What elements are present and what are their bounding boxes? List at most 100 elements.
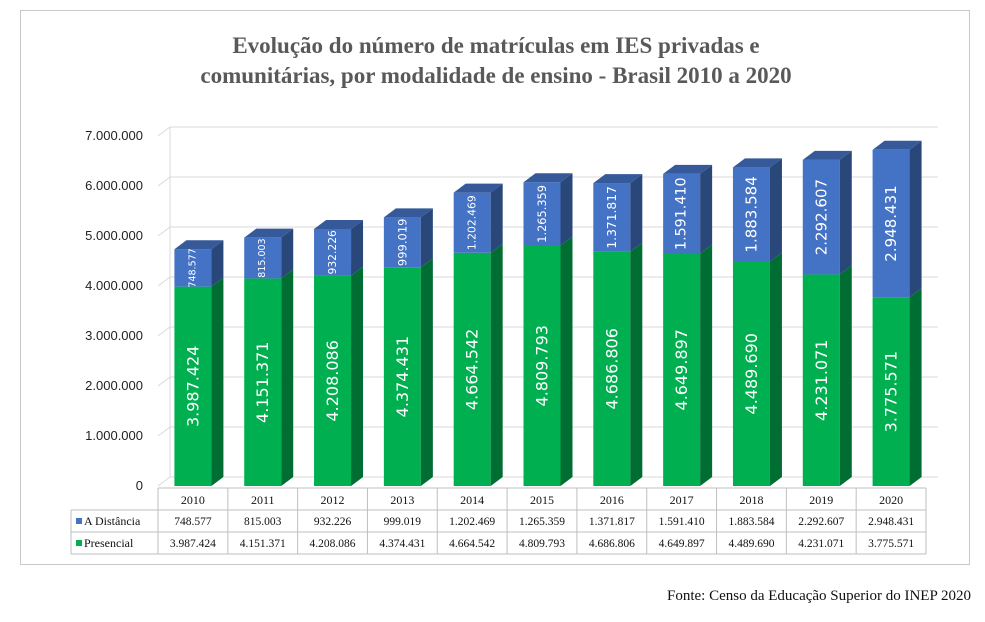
bar-presencial-side [211,277,224,486]
bar-presencial-side [630,242,643,486]
table-cell: 1.202.469 [449,516,495,528]
bar-presencial-label: 3.987.424 [183,346,202,427]
bar-presencial [314,275,352,486]
bar-presencial [802,274,840,486]
chart-title-line-1: Evolução do número de matrículas em IES … [232,33,759,58]
legend-key [76,518,82,524]
bar-a-distancia-side [700,164,713,254]
bar-a-distancia [383,217,421,268]
gridline-depth [157,376,171,387]
table-cell: 815.003 [244,516,282,528]
bar-a-distancia [244,237,282,279]
bar-presencial-label: 4.649.897 [672,329,691,410]
bar-presencial-label: 4.151.371 [253,341,272,422]
bar-a-distancia [453,192,491,253]
gridline-depth [157,126,171,137]
y-tick-label: 0 [136,478,143,493]
table-cell: 748.577 [174,516,212,528]
bar-a-distancia [523,182,561,246]
y-tick-label: 4.000.000 [85,278,143,293]
bar-presencial-label: 4.208.086 [323,340,342,421]
bar-a-distancia-top [453,183,503,193]
bar-a-distancia-label: 748.577 [187,248,198,287]
bar-a-distancia-top [802,150,852,160]
table-cell: 1.591.410 [659,516,705,528]
bar-presencial-label: 4.374.431 [393,336,412,417]
table-cell: 3.775.571 [868,538,914,550]
legend-label: A Distância [84,514,141,528]
bar-a-distancia-top [593,174,643,184]
bar-presencial-side [420,258,433,486]
bar-a-distancia-label: 1.371.817 [605,186,619,249]
table-cell: 4.489.690 [728,538,774,550]
bar-a-distancia-top [732,158,782,168]
bar-a-distancia [593,183,631,252]
bar-a-distancia-side [490,183,503,253]
bar-a-distancia-top [663,164,713,174]
legend-label: Presencial [84,536,134,550]
table-cell: 4.649.897 [659,538,705,550]
bar-presencial-label: 4.664.542 [463,329,482,410]
x-tick-label: 2013 [390,493,414,507]
chart-frame: Evolução do número de matrículas em IES … [20,10,970,565]
bar-presencial-side [769,252,782,486]
legend-key [76,540,82,546]
y-tick-label: 2.000.000 [85,378,143,393]
table-cell: 4.686.806 [589,538,635,550]
bar-a-distancia [174,249,212,287]
bar-presencial-label: 4.809.793 [533,325,552,406]
bar-a-distancia-side [211,240,224,287]
y-tick-label: 3.000.000 [85,328,143,343]
bar-presencial-label: 4.231.071 [812,340,831,421]
bar-a-distancia-top [383,208,433,218]
x-tick-label: 2014 [460,493,484,507]
table-cell: 4.664.542 [449,538,495,550]
bar-presencial-label: 3.775.571 [882,351,901,432]
bar-a-distancia-side [769,158,782,262]
bar-presencial-side [490,243,503,486]
x-tick-label: 2018 [739,493,763,507]
x-tick-label: 2012 [321,493,345,507]
bar-a-distancia-side [909,140,922,298]
bar-a-distancia-top [872,140,922,150]
y-tick-label: 1.000.000 [85,428,143,443]
table-cell: 932.226 [314,516,352,528]
bar-a-distancia-label: 1.591.410 [674,177,690,250]
gridline-depth [157,326,171,337]
bar-presencial [593,251,631,486]
x-tick-label: 2019 [809,493,833,507]
table-cell: 1.265.359 [519,516,565,528]
bar-presencial-side [351,266,364,486]
bar-presencial-label: 4.686.806 [602,328,621,409]
bar-a-distancia [732,167,770,262]
x-tick-label: 2020 [879,493,903,507]
bar-presencial [383,267,421,486]
bar-presencial [244,278,282,486]
bar-a-distancia-label: 1.202.469 [466,195,479,250]
gridline-depth [157,426,171,437]
table-cell: 4.374.431 [379,538,425,550]
bar-a-distancia [663,173,701,254]
chart-svg: Evolução do número de matrículas em IES … [70,33,938,555]
bar-a-distancia-side [560,173,573,246]
table-cell: 4.231.071 [798,538,844,550]
bar-a-distancia-label: 815.003 [257,238,268,277]
bar-a-distancia-label: 2.948.431 [882,185,900,261]
table-cell: 4.151.371 [240,538,286,550]
bar-a-distancia-side [630,174,643,252]
bar-presencial [732,261,770,486]
gridline-depth [157,276,171,287]
bar-a-distancia-label: 932.226 [326,230,339,275]
bar-presencial-side [909,288,922,486]
bar-a-distancia-label: 1.265.359 [535,185,549,243]
x-tick-label: 2011 [251,493,275,507]
y-tick-label: 5.000.000 [85,228,143,243]
gridline-depth [157,226,171,237]
y-tick-label: 6.000.000 [85,178,143,193]
bar-presencial [872,297,910,486]
table-cell: 3.987.424 [170,538,216,550]
bar-a-distancia-side [839,150,852,275]
gridline-depth [157,476,171,487]
bar-a-distancia-label: 999.019 [395,219,409,267]
x-tick-label: 2017 [670,493,694,507]
